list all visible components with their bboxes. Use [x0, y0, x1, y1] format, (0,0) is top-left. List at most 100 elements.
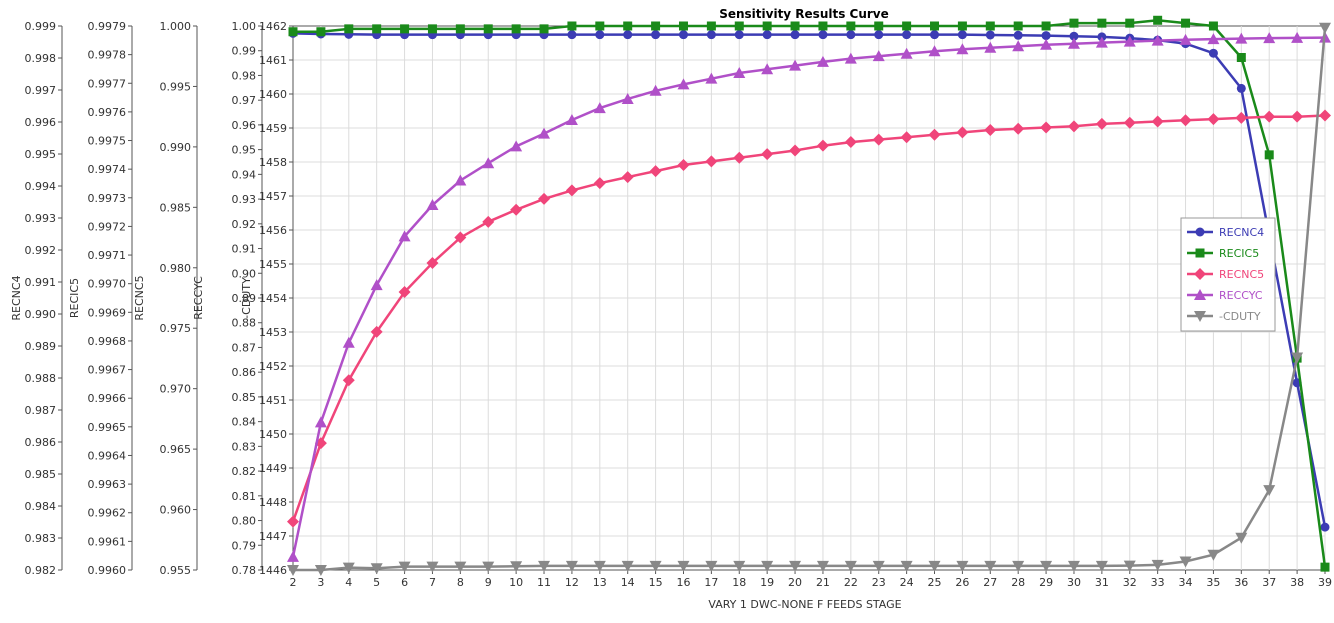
y-tick-label-recnc5: 0.975: [160, 322, 192, 335]
series-line-cduty: [293, 27, 1327, 572]
series-reccyc: [287, 31, 1331, 562]
data-point-recic5: [427, 24, 437, 34]
legend-marker: [1195, 227, 1205, 237]
y-tick-label-recnc5: 0.995: [160, 80, 192, 93]
x-axis-title: VARY 1 DWC-NONE F FEEDS STAGE: [708, 598, 901, 611]
data-point-recic5: [623, 21, 633, 31]
x-tick-label: 17: [704, 576, 718, 589]
data-point-recnc5: [1095, 117, 1108, 130]
data-point-recic5: [706, 21, 716, 31]
x-tick-label: 34: [1179, 576, 1193, 589]
y-tick-label-recic5: 0.9978: [88, 49, 127, 62]
y-tick-label-reccyc: 0.96: [232, 119, 257, 132]
y-tick-label-reccyc: 0.87: [232, 341, 257, 354]
data-point-reccyc: [398, 230, 411, 242]
data-point-reccyc: [565, 113, 578, 125]
legend-item-recnc5: RECNC5: [1187, 268, 1264, 281]
y-tick-label-recic5: 0.9975: [88, 135, 127, 148]
data-point-recnc5: [649, 165, 662, 178]
y-tick-label-recnc4: 0.990: [25, 308, 57, 321]
legend: RECNC4 RECIC5 RECNC5 RECCYC -CDUTY: [1180, 217, 1276, 332]
x-tick-label: 30: [1067, 576, 1081, 589]
y-tick-label-cduty: 1446: [259, 564, 287, 577]
data-point-recic5: [874, 21, 884, 31]
data-point-recnc4: [1013, 30, 1023, 40]
data-point-reccyc: [1207, 33, 1220, 45]
data-point-cduty: [510, 561, 523, 573]
y-tick-label-recic5: 0.9960: [88, 564, 127, 577]
data-point-reccyc: [872, 50, 885, 62]
x-tick-label: 6: [401, 576, 408, 589]
data-point-recnc5: [1123, 116, 1136, 129]
data-point-cduty: [1151, 559, 1164, 571]
data-point-cduty: [1067, 560, 1080, 572]
x-tick-label: 16: [676, 576, 690, 589]
data-point-recic5: [483, 24, 493, 34]
x-tick-label: 18: [732, 576, 746, 589]
data-point-recic5: [1069, 18, 1079, 28]
x-tick-label: 3: [317, 576, 324, 589]
x-tick-label: 39: [1318, 576, 1332, 589]
data-point-recnc4: [595, 30, 605, 40]
data-point-reccyc: [816, 55, 829, 67]
data-point-cduty: [398, 561, 411, 573]
data-point-recic5: [930, 21, 940, 31]
data-point-recnc5: [956, 126, 969, 139]
y-tick-label-cduty: 1462: [259, 20, 287, 33]
x-tick-label: 38: [1290, 576, 1304, 589]
data-point-reccyc: [1012, 40, 1025, 52]
data-point-recic5: [1125, 18, 1135, 28]
data-point-reccyc: [705, 72, 718, 84]
data-point-recnc4: [902, 30, 912, 40]
y-tick-label-recnc5: 0.970: [160, 383, 192, 396]
data-point-reccyc: [761, 63, 774, 75]
y-tick-label-recnc4: 0.995: [25, 148, 57, 161]
data-point-cduty: [900, 560, 913, 572]
y-tick-label-reccyc: 0.95: [232, 144, 257, 157]
x-tick-label: 20: [788, 576, 802, 589]
legend-marker: [1194, 311, 1206, 322]
data-point-recic5: [762, 21, 772, 31]
y-tick-label-recic5: 0.9964: [88, 449, 127, 462]
data-point-reccyc: [928, 45, 941, 57]
y-tick-label-recic5: 0.9965: [88, 421, 127, 434]
x-tick-label: 12: [565, 576, 579, 589]
data-point-recnc5: [872, 133, 885, 146]
series-recic5: [288, 15, 1330, 572]
y-tick-label-recnc5: 0.985: [160, 201, 192, 214]
series-line-recnc5: [291, 114, 1326, 523]
data-point-cduty: [761, 560, 774, 572]
data-point-recnc4: [1236, 83, 1246, 93]
data-point-recnc4: [678, 30, 688, 40]
data-point-recnc5: [482, 215, 495, 228]
legend-item-reccyc: RECCYC: [1187, 289, 1263, 302]
data-point-recnc4: [957, 30, 967, 40]
data-point-recnc5: [928, 128, 941, 141]
y-tick-label-recnc4: 0.998: [25, 52, 57, 65]
data-point-recic5: [316, 27, 326, 37]
y-tick-label-reccyc: 0.85: [232, 391, 257, 404]
data-point-reccyc: [1179, 33, 1192, 45]
data-point-recnc5: [287, 515, 299, 528]
data-point-recnc5: [454, 231, 467, 244]
y-tick-label-cduty: 1454: [259, 292, 287, 305]
data-point-cduty: [370, 563, 383, 575]
data-point-recic5: [539, 24, 549, 34]
data-point-cduty: [1012, 560, 1025, 572]
data-point-recic5: [1097, 18, 1107, 28]
data-point-cduty: [1040, 560, 1053, 572]
data-point-reccyc: [900, 47, 913, 59]
data-point-recnc5: [1319, 109, 1331, 122]
legend-marker: [1194, 289, 1206, 300]
x-tick-label: 26: [955, 576, 969, 589]
y-tick-label-recnc5: 1.000: [160, 20, 192, 33]
data-point-recic5: [957, 21, 967, 31]
data-point-recnc4: [623, 30, 633, 40]
data-point-reccyc: [1291, 31, 1304, 43]
data-point-recic5: [344, 24, 354, 34]
x-tick-label: 2: [290, 576, 297, 589]
chart-title: Sensitivity Results Curve: [719, 7, 889, 21]
data-point-recic5: [288, 27, 298, 37]
series-line-reccyc: [291, 36, 1326, 558]
